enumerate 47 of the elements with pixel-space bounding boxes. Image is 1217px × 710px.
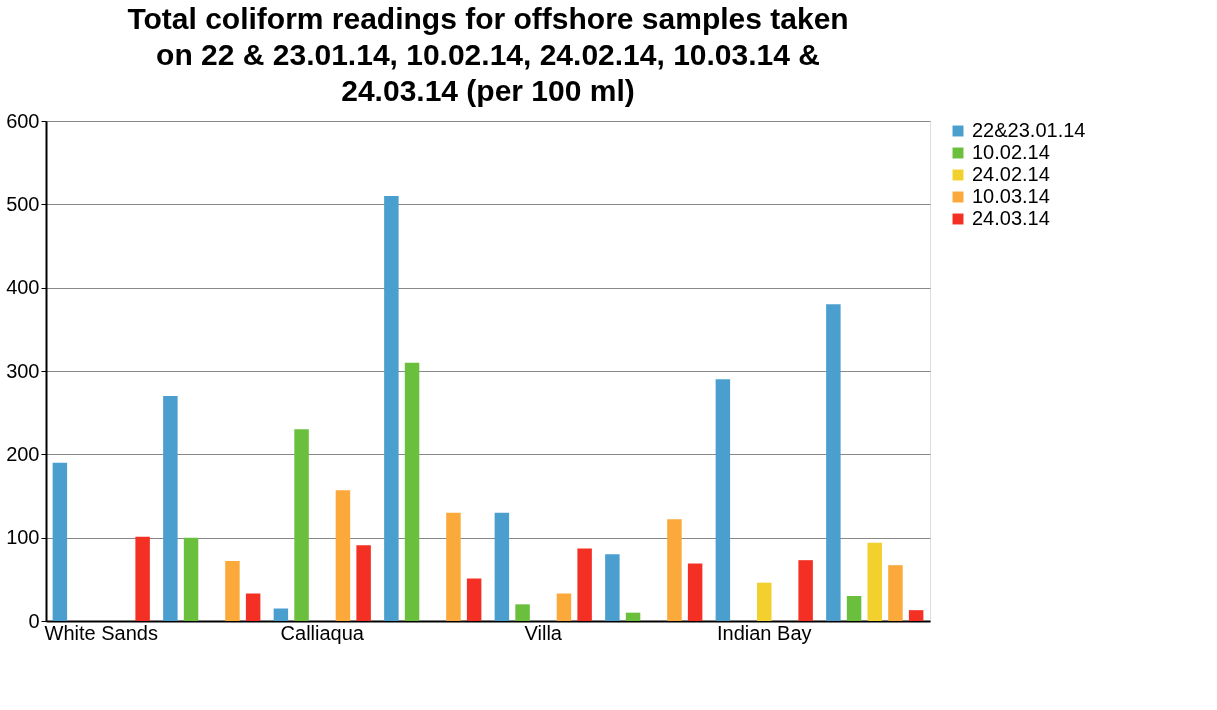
y-tick-label: 200: [6, 442, 40, 465]
bar: [494, 512, 510, 621]
bar: [556, 593, 572, 621]
x-tick-label: Calliaqua: [280, 621, 365, 644]
bar: [605, 554, 620, 621]
bar: [163, 396, 178, 621]
bar: [225, 561, 240, 621]
bar: [888, 565, 903, 621]
legend-label: 24.02.14: [972, 163, 1050, 185]
bar: [687, 563, 703, 621]
bar: [757, 582, 772, 621]
y-tick-label: 100: [6, 526, 40, 549]
bar: [625, 612, 641, 621]
bar: [867, 542, 882, 621]
legend-label: 10.03.14: [972, 185, 1050, 207]
bar: [446, 512, 461, 621]
bar: [577, 548, 592, 621]
bar: [908, 610, 924, 621]
chart-title: Total coliform readings for offshore samples taken on 22 & 23.01.14, 10.02.14, 24.02.14, 10.03.14 & 24.03.14 (per 100 ml): [127, 2, 849, 107]
bar: [356, 545, 371, 621]
y-tick-label: 500: [6, 192, 40, 215]
bar: [135, 536, 150, 621]
bar: [335, 490, 351, 621]
legend-label: 10.02.14: [972, 141, 1050, 163]
bar: [667, 519, 682, 621]
bar: [294, 429, 309, 621]
bar: [52, 462, 68, 621]
y-tick-label: 600: [6, 109, 40, 132]
bar: [466, 578, 482, 621]
bar: [846, 596, 862, 621]
x-tick-label: White Sands: [44, 621, 158, 644]
bar: [826, 304, 841, 621]
bar: [515, 604, 530, 621]
y-tick-label: 400: [6, 276, 40, 299]
bar: [404, 362, 420, 621]
bar: [798, 560, 813, 621]
y-tick-label: 0: [28, 609, 40, 632]
bar: [245, 593, 261, 621]
bar: [715, 379, 731, 621]
legend-label: 24.03.14: [972, 207, 1050, 229]
bar: [384, 196, 399, 621]
legend-label: 22&23.01.14: [972, 119, 1086, 141]
x-tick-label: Indian Bay: [716, 621, 812, 644]
bar: [273, 608, 289, 621]
bar: [183, 537, 199, 621]
y-tick-label: 300: [6, 359, 40, 382]
x-tick-label: Villa: [524, 621, 563, 644]
